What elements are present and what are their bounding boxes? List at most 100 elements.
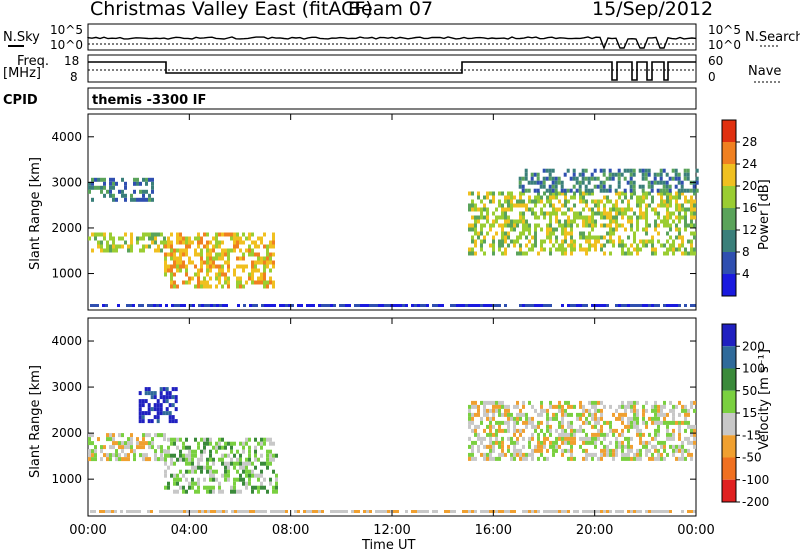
cell <box>182 453 185 458</box>
cell <box>588 408 591 413</box>
cell <box>630 424 633 429</box>
cell <box>618 191 621 196</box>
cell <box>528 227 531 232</box>
cell <box>239 477 242 482</box>
cell <box>585 304 588 307</box>
cell <box>681 207 684 212</box>
cell <box>272 232 275 237</box>
cell <box>543 432 546 437</box>
cell <box>602 172 606 177</box>
cell <box>627 436 630 441</box>
cell <box>513 223 516 228</box>
cell <box>236 477 239 482</box>
cell <box>269 260 272 265</box>
cell <box>666 452 669 457</box>
cell <box>209 453 212 458</box>
cell <box>681 243 684 248</box>
cell <box>164 473 167 478</box>
cell <box>345 304 348 307</box>
cell <box>513 448 516 453</box>
power-colorbar-segment <box>722 186 736 208</box>
cell <box>645 304 648 307</box>
cell <box>170 264 173 269</box>
cell <box>660 420 663 425</box>
cell <box>245 481 248 486</box>
cell <box>154 248 157 253</box>
cell <box>492 448 495 453</box>
cell <box>260 445 263 450</box>
cell <box>160 445 163 450</box>
cell <box>683 176 687 181</box>
cell <box>263 268 266 273</box>
cell <box>501 428 504 433</box>
cell <box>567 412 570 417</box>
cell <box>170 461 173 466</box>
cell <box>233 244 236 249</box>
cell <box>174 399 178 404</box>
cell <box>260 437 263 442</box>
cell <box>218 268 221 273</box>
cell <box>486 424 489 429</box>
cell <box>474 400 477 405</box>
cell <box>683 188 687 193</box>
cell <box>516 412 519 417</box>
cell <box>197 252 200 257</box>
cell <box>109 437 112 442</box>
cell <box>609 448 612 453</box>
cell <box>330 510 333 513</box>
cell <box>656 180 660 185</box>
cell <box>121 457 124 462</box>
cell <box>288 304 291 307</box>
cell <box>519 199 522 204</box>
cell <box>519 215 522 220</box>
cell <box>524 172 528 177</box>
cell <box>480 243 483 248</box>
cell <box>480 223 483 228</box>
cell <box>142 437 145 442</box>
cell <box>148 197 151 202</box>
cell <box>203 441 206 446</box>
cell <box>197 240 200 245</box>
cell <box>521 188 525 193</box>
cell <box>133 449 136 454</box>
cell <box>585 408 588 413</box>
cell <box>209 489 212 494</box>
cell <box>167 485 170 490</box>
cell <box>612 215 615 220</box>
cell <box>639 448 642 453</box>
cell <box>136 177 139 182</box>
cell <box>489 420 492 425</box>
cell <box>498 304 501 307</box>
cell <box>133 177 136 182</box>
cell <box>100 189 103 194</box>
cell <box>548 172 552 177</box>
cell <box>130 445 133 450</box>
cell <box>369 510 372 513</box>
cell <box>678 400 681 405</box>
cell <box>471 199 474 204</box>
cell <box>612 239 615 244</box>
cell <box>582 235 585 240</box>
cell <box>615 207 618 212</box>
cell <box>495 408 498 413</box>
cell <box>590 188 594 193</box>
cell <box>666 247 669 252</box>
cell <box>666 211 669 216</box>
cell <box>179 469 182 474</box>
cell <box>621 420 624 425</box>
cell <box>501 452 504 457</box>
cell <box>570 304 573 307</box>
cell <box>492 440 495 445</box>
cell <box>203 280 206 285</box>
cell <box>588 235 591 240</box>
cell <box>245 280 248 285</box>
cell <box>170 284 173 289</box>
cell <box>615 223 618 228</box>
cell <box>627 416 630 421</box>
cell <box>585 456 588 461</box>
cell <box>636 432 639 437</box>
cell <box>507 203 510 208</box>
cell <box>630 400 633 405</box>
cell <box>109 181 112 186</box>
cell <box>600 424 603 429</box>
